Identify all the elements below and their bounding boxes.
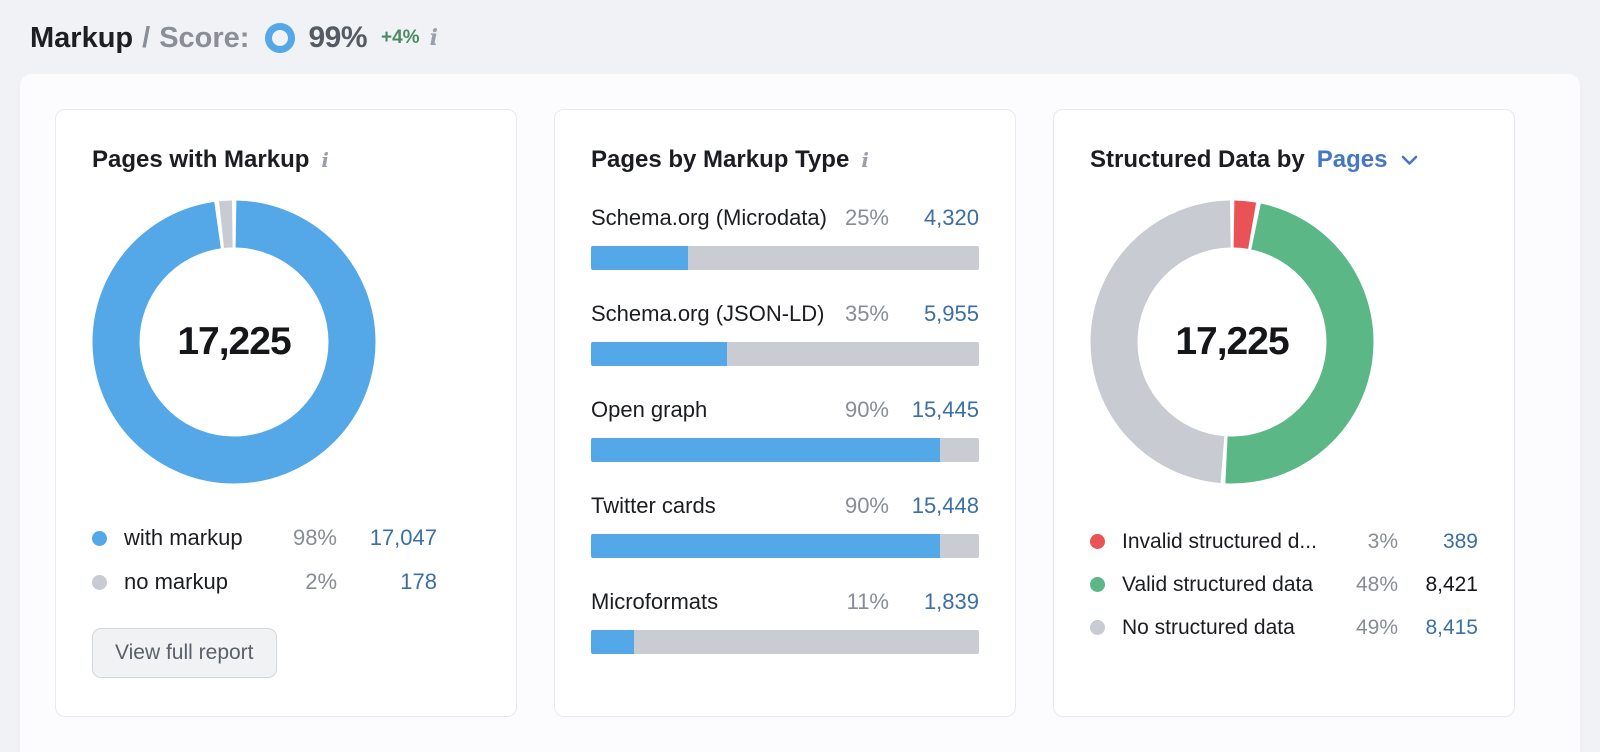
structured-data-donut: 17,225 xyxy=(1090,200,1374,484)
bar-label: Microformats xyxy=(591,589,719,614)
legend-dot-red xyxy=(1090,534,1105,549)
legend-row-valid: Valid structured data 48% 8,421 xyxy=(1090,563,1478,606)
legend-dot-blue xyxy=(92,530,107,546)
progress-track xyxy=(591,534,979,558)
bar-label: Open graph xyxy=(591,397,708,422)
bar-percent: 35% xyxy=(844,301,889,326)
legend-row-with-markup: with markup 98% 17,047 xyxy=(92,516,437,560)
chevron-down-icon[interactable] xyxy=(1401,155,1418,166)
legend-percent: 49% xyxy=(1355,615,1398,639)
progress-track xyxy=(591,438,979,462)
bar-row-microdata: Schema.org (Microdata) 25% 4,320 xyxy=(591,205,979,270)
pages-with-markup-card: Pages with Markup i 17,225 with markup 9… xyxy=(55,109,517,717)
title-separator: / xyxy=(142,21,151,54)
progress-track xyxy=(591,342,979,366)
bar-label: Schema.org (Microdata) xyxy=(591,205,827,230)
legend-percent: 3% xyxy=(1367,529,1398,553)
legend-label: with markup xyxy=(124,525,243,550)
legend-value-link[interactable]: 389 xyxy=(1442,529,1478,553)
legend-row-invalid: Invalid structured d... 3% 389 xyxy=(1090,520,1478,563)
legend-dot-gray xyxy=(92,574,107,590)
bar-percent: 90% xyxy=(844,397,889,422)
pages-with-markup-donut: 17,225 xyxy=(92,200,376,484)
markup-widget-panel: Pages with Markup i 17,225 with markup 9… xyxy=(20,74,1580,752)
donut-total: 17,225 xyxy=(1175,320,1289,363)
bar-percent: 90% xyxy=(844,493,889,518)
legend-value-link[interactable]: 8,415 xyxy=(1425,615,1478,639)
bar-value-link[interactable]: 15,445 xyxy=(911,397,979,422)
progress-fill xyxy=(591,246,688,270)
progress-fill xyxy=(591,534,941,558)
progress-fill xyxy=(591,438,941,462)
bar-row-open-graph: Open graph 90% 15,445 xyxy=(591,397,979,462)
card-title: Structured Data by xyxy=(1090,146,1305,173)
info-icon[interactable]: i xyxy=(321,148,329,172)
info-icon[interactable]: i xyxy=(429,25,438,51)
legend-row-no-markup: no markup 2% 178 xyxy=(92,560,437,604)
legend-row-none: No structured data 49% 8,415 xyxy=(1090,606,1478,649)
bar-value-link[interactable]: 5,955 xyxy=(923,301,979,326)
progress-track xyxy=(591,246,979,270)
bar-value-link[interactable]: 15,448 xyxy=(911,493,979,518)
legend-label: Valid structured data xyxy=(1122,572,1314,596)
legend-value-link[interactable]: 17,047 xyxy=(369,525,437,550)
legend-dot-gray xyxy=(1090,620,1105,635)
legend-percent: 48% xyxy=(1355,572,1398,596)
bar-row-twitter-cards: Twitter cards 90% 15,448 xyxy=(591,493,979,558)
pages-by-markup-type-card: Pages by Markup Type i Schema.org (Micro… xyxy=(554,109,1016,717)
card-title: Pages by Markup Type xyxy=(591,146,850,173)
bar-row-microformats: Microformats 11% 1,839 xyxy=(591,589,979,654)
score-ring-icon xyxy=(265,23,296,53)
legend-percent: 2% xyxy=(305,569,337,594)
bar-percent: 25% xyxy=(844,205,889,230)
donut-chart xyxy=(1090,200,1374,484)
view-full-report-button[interactable]: View full report xyxy=(92,628,277,678)
card-title: Pages with Markup xyxy=(92,146,310,173)
donut-legend: with markup 98% 17,047 no markup 2% 178 xyxy=(92,516,437,604)
score-delta: +4% xyxy=(381,27,420,48)
legend-value-link[interactable]: 178 xyxy=(400,569,437,594)
bar-row-jsonld: Schema.org (JSON-LD) 35% 5,955 xyxy=(591,301,979,366)
bar-label: Schema.org (JSON-LD) xyxy=(591,301,825,326)
page-title: Markup xyxy=(30,21,134,54)
legend-percent: 98% xyxy=(292,525,337,550)
bar-value-link[interactable]: 1,839 xyxy=(923,589,979,614)
markup-type-bar-list: Schema.org (Microdata) 25% 4,320 Schema.… xyxy=(591,205,979,654)
progress-track xyxy=(591,630,979,654)
legend-label: Invalid structured d... xyxy=(1122,529,1317,553)
score-value: 99% xyxy=(308,21,368,54)
pages-selector[interactable]: Pages xyxy=(1316,146,1388,173)
markup-score-header: Markup / Score: 99% +4% i xyxy=(0,0,1600,58)
bar-percent: 11% xyxy=(846,589,889,614)
legend-dot-green xyxy=(1090,577,1105,592)
donut-chart xyxy=(92,200,376,484)
bar-label: Twitter cards xyxy=(591,493,716,518)
donut-total: 17,225 xyxy=(177,320,291,363)
score-label: Score: xyxy=(159,21,250,54)
info-icon[interactable]: i xyxy=(861,148,869,172)
legend-label: No structured data xyxy=(1122,615,1295,639)
progress-fill xyxy=(591,342,727,366)
legend-label: no markup xyxy=(124,569,228,594)
bar-value-link[interactable]: 4,320 xyxy=(923,205,979,230)
structured-data-card: Structured Data by Pages 17,225 Invalid … xyxy=(1053,109,1515,717)
progress-fill xyxy=(591,630,634,654)
donut-legend: Invalid structured d... 3% 389 Valid str… xyxy=(1090,520,1478,649)
legend-value: 8,421 xyxy=(1425,572,1478,596)
